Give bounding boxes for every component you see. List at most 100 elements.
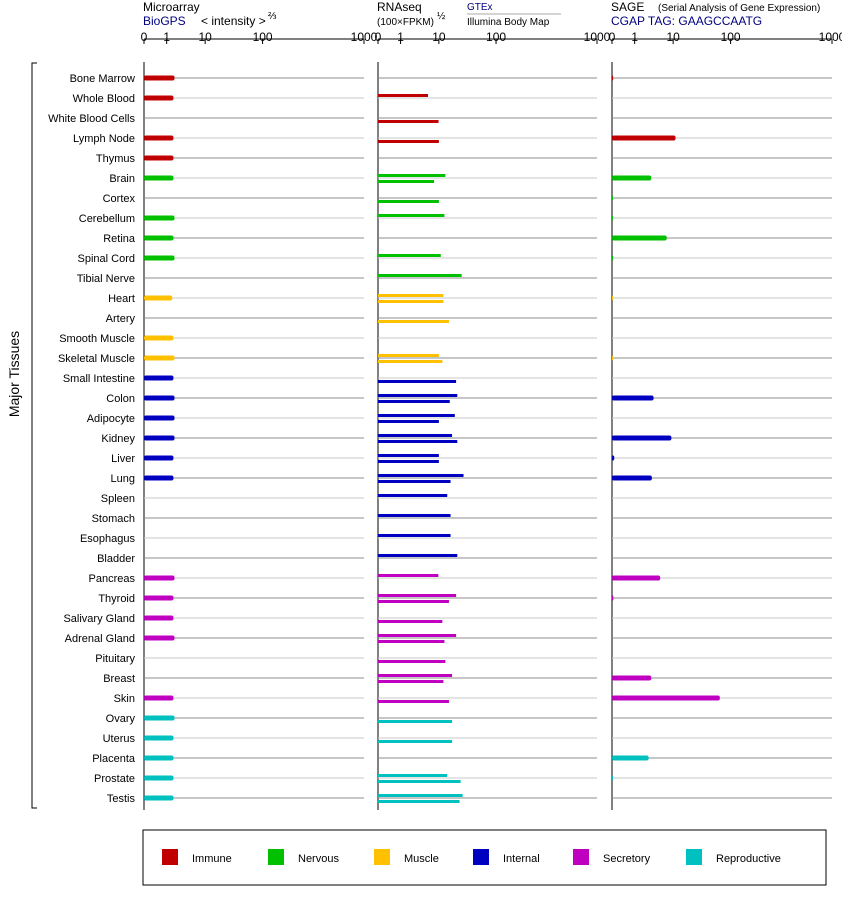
bar-microarray xyxy=(144,575,175,581)
tissue-label: Thymus xyxy=(96,153,136,165)
tissue-label: Liver xyxy=(111,453,135,465)
bar-microarray xyxy=(144,435,175,441)
microarray-header: Microarray BioGPS < intensity > ⅔ xyxy=(143,0,277,28)
bar-rnaseq-ibm xyxy=(378,720,453,723)
rnaseq-source-ibm: Illumina Body Map xyxy=(467,17,550,28)
tissue-label: Adipocyte xyxy=(87,413,135,425)
bar-microarray xyxy=(144,635,175,641)
rnaseq-title: RNAseq xyxy=(377,0,422,14)
bar-microarray xyxy=(144,415,175,421)
bar-rnaseq-gtex xyxy=(378,274,462,277)
tissue-label: Lung xyxy=(111,473,135,485)
bar-rnaseq-ibm xyxy=(378,440,458,443)
tissue-label: Heart xyxy=(108,293,135,305)
tick-label: 100 xyxy=(486,30,506,44)
tissue-label: Spinal Cord xyxy=(78,253,135,265)
rnaseq-unit: (100×FPKM) xyxy=(377,17,434,28)
bar-sage xyxy=(612,175,652,181)
tissue-labels: Bone Marrow Whole Blood White Blood Cells L… xyxy=(48,73,136,805)
tissue-label: Tibial Nerve xyxy=(77,273,135,285)
bar-sage xyxy=(612,455,615,461)
bar-microarray xyxy=(144,375,174,381)
bar-microarray xyxy=(144,155,174,161)
bar-sage xyxy=(612,215,613,221)
legend-label: Muscle xyxy=(404,853,439,865)
bar-sage xyxy=(612,755,649,761)
tissue-label: Pancreas xyxy=(89,573,136,585)
tissue-label: Bladder xyxy=(97,553,135,565)
bar-microarray xyxy=(144,95,174,101)
tissue-label: Spleen xyxy=(101,493,135,505)
legend-item-secretory: Secretory xyxy=(573,849,651,865)
bar-rnaseq-ibm xyxy=(378,460,439,463)
y-axis-label: Major Tissues xyxy=(6,331,22,417)
microarray-scale-text: < intensity > xyxy=(201,14,266,28)
bar-microarray xyxy=(144,295,173,301)
tissue-label: Brain xyxy=(109,173,135,185)
microarray-source: BioGPS xyxy=(143,14,186,28)
bar-rnaseq-ibm xyxy=(378,180,435,183)
tissue-label: Salivary Gland xyxy=(63,613,135,625)
bar-rnaseq-ibm xyxy=(378,120,439,123)
legend-label: Reproductive xyxy=(716,853,781,865)
legend-swatch xyxy=(268,849,284,865)
tissue-label: Stomach xyxy=(92,513,135,525)
bar-sage xyxy=(612,475,652,481)
bar-microarray xyxy=(144,335,174,341)
tick-label: 1000 xyxy=(351,30,378,44)
tissue-bracket xyxy=(31,62,37,809)
tissue-label: Kidney xyxy=(101,433,135,445)
bar-microarray xyxy=(144,175,174,181)
tick-label: 0 xyxy=(375,30,382,44)
bar-rnaseq-gtex xyxy=(378,354,439,357)
bar-sage xyxy=(612,75,614,81)
bar-sage xyxy=(612,775,613,781)
bar-sage xyxy=(612,295,613,301)
bar-microarray xyxy=(144,255,175,261)
sage-panel: 0 1 10 100 1000 xyxy=(609,30,842,810)
legend-swatch xyxy=(573,849,589,865)
bar-microarray xyxy=(144,755,174,761)
tissue-label: Esophagus xyxy=(80,533,136,545)
tissue-label: Thyroid xyxy=(98,593,135,605)
bar-rnaseq-gtex xyxy=(378,254,441,257)
rnaseq-source-gtex: GTEx xyxy=(467,2,493,13)
bar-microarray xyxy=(144,475,174,481)
tick-label: 1 xyxy=(631,30,638,44)
bar-microarray xyxy=(144,355,175,361)
legend-item-reproductive: Reproductive xyxy=(686,849,781,865)
bar-sage xyxy=(612,135,676,141)
sage-tag: CGAP TAG: GAAGCCAATG xyxy=(611,14,762,28)
tissue-label: Uterus xyxy=(103,733,136,745)
bar-sage xyxy=(612,435,672,441)
tissue-label: Ovary xyxy=(106,713,136,725)
tissue-label: Cerebellum xyxy=(79,213,135,225)
bar-sage xyxy=(612,195,613,201)
tissue-label: Skin xyxy=(114,693,135,705)
tissue-label: Whole Blood xyxy=(73,93,135,105)
bar-sage xyxy=(612,255,614,261)
bar-rnaseq-gtex xyxy=(378,514,451,517)
bar-microarray xyxy=(144,695,174,701)
tick-label: 1 xyxy=(397,30,404,44)
tissue-label: Small Intestine xyxy=(63,373,135,385)
bar-rnaseq-gtex xyxy=(378,394,458,397)
sage-subtitle: (Serial Analysis of Gene Expression) xyxy=(658,3,820,14)
bar-microarray xyxy=(144,795,174,801)
tissue-label: Placenta xyxy=(92,753,136,765)
tick-label: 1000 xyxy=(584,30,611,44)
bar-rnaseq-ibm xyxy=(378,700,449,703)
bar-rnaseq-ibm xyxy=(378,660,446,663)
bar-sage xyxy=(612,595,614,601)
legend-swatch xyxy=(686,849,702,865)
bar-rnaseq-ibm xyxy=(378,360,443,363)
tissue-label: Bone Marrow xyxy=(70,73,135,85)
tissue-label: Smooth Muscle xyxy=(59,333,135,345)
rnaseq-panel: 0 1 10 100 1000 xyxy=(375,30,611,810)
bar-rnaseq-gtex xyxy=(378,474,464,477)
tick-label: 0 xyxy=(609,30,616,44)
tick-label: 10 xyxy=(198,30,212,44)
bar-rnaseq-gtex xyxy=(378,594,457,597)
microarray-panel: 0 1 10 100 1000 xyxy=(141,30,378,810)
tissue-label: Skeletal Muscle xyxy=(58,353,135,365)
